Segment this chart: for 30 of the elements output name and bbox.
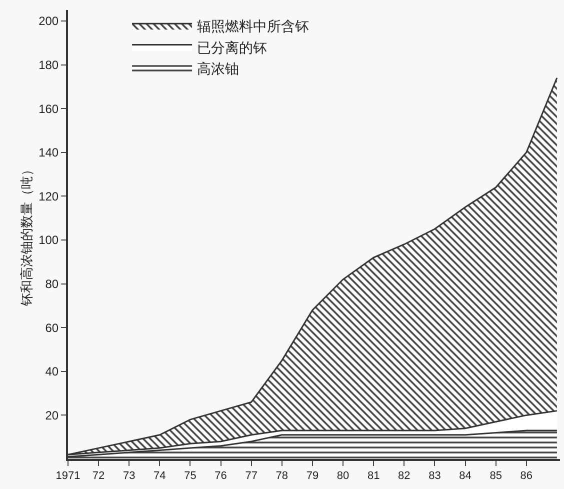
- x-tick-label: 82: [398, 470, 410, 482]
- x-tick-label: 81: [367, 470, 380, 482]
- x-tick-label: 79: [306, 470, 319, 482]
- y-tick-label: 20: [45, 408, 59, 422]
- x-tick-label: 73: [122, 470, 136, 482]
- x-tick-label: 80: [336, 470, 350, 482]
- y-axis-title: 钚和高浓铀的数量（吨）: [19, 163, 35, 307]
- x-tick-label: 74: [154, 470, 166, 482]
- legend-label: 辐照燃料中所含钚: [197, 19, 310, 36]
- y-tick-label: 60: [45, 320, 59, 335]
- x-tick-label: 1971: [56, 470, 80, 482]
- x-tick-label: 76: [214, 470, 227, 482]
- x-tick-label: 84: [459, 470, 472, 482]
- legend-label: 高浓铀: [197, 61, 240, 78]
- x-tick-label: 85: [490, 470, 502, 482]
- legend-label: 已分离的钚: [197, 40, 268, 56]
- y-tick-label: 100: [38, 233, 59, 248]
- y-tick-label: 180: [38, 58, 59, 72]
- y-tick-label: 200: [38, 14, 59, 28]
- x-tick-label: 86: [520, 470, 533, 482]
- x-tick-label: 72: [92, 470, 105, 482]
- x-tick-label: 83: [428, 470, 441, 482]
- x-tick-label: 75: [184, 470, 196, 482]
- y-tick-label: 140: [38, 146, 59, 160]
- x-tick-label: 78: [276, 470, 288, 482]
- x-tick-label: 77: [245, 470, 258, 482]
- y-tick-label: 120: [38, 189, 59, 204]
- y-tick-label: 40: [45, 364, 59, 379]
- y-tick-label: 160: [38, 102, 59, 116]
- y-tick-label: 80: [45, 276, 59, 291]
